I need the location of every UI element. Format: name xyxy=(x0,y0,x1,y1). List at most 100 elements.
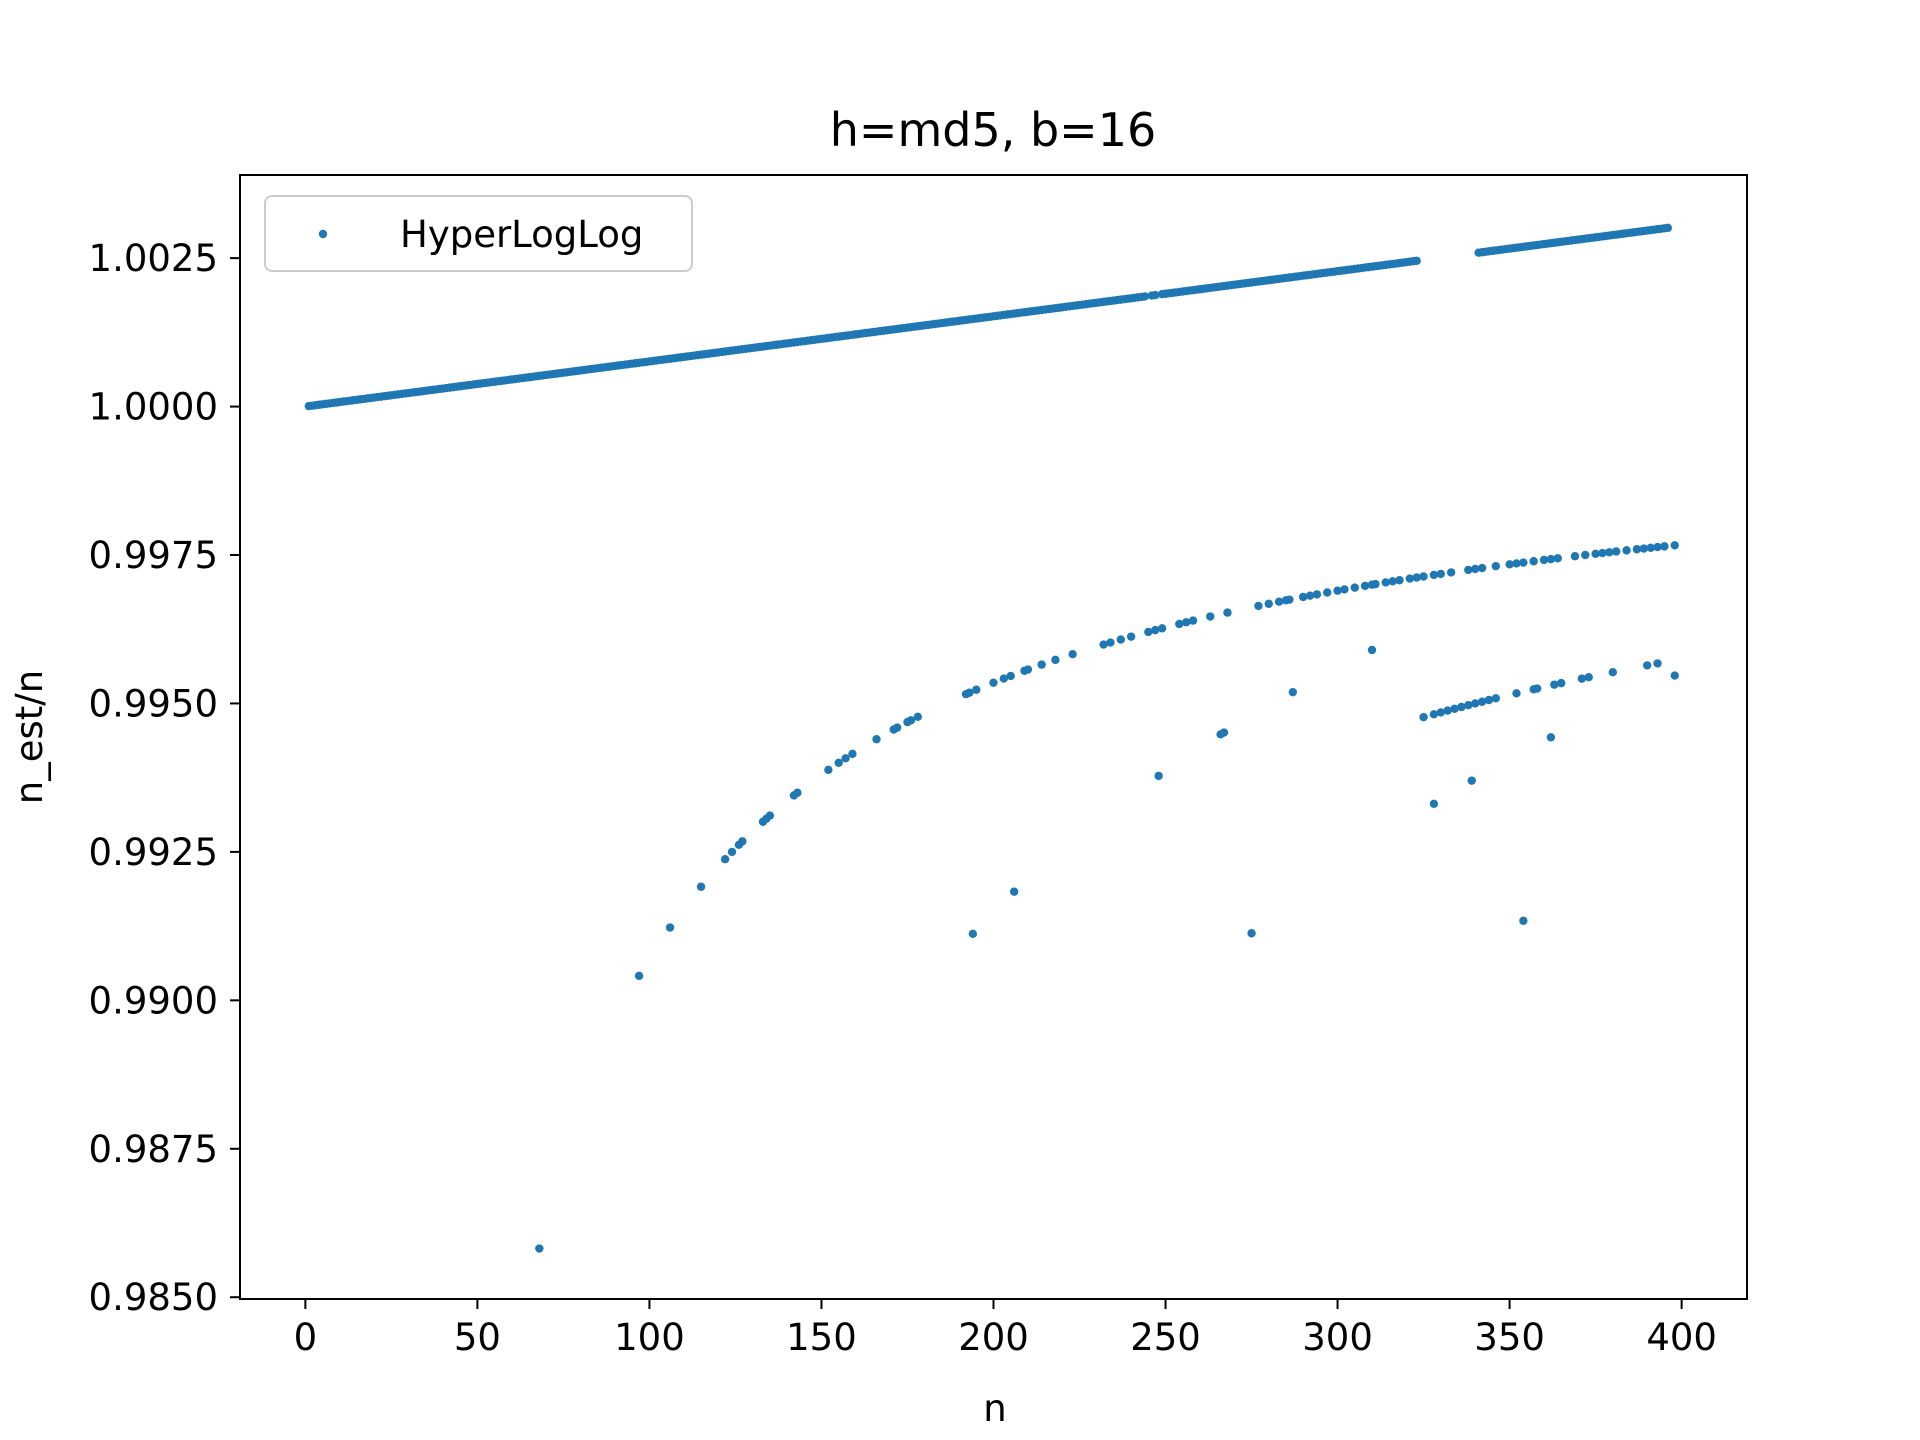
data-point xyxy=(1023,665,1033,674)
data-point xyxy=(1519,558,1528,567)
y-tick-label: 1.0025 xyxy=(89,237,218,280)
data-point xyxy=(738,837,747,846)
data-point xyxy=(1323,588,1332,597)
data-point xyxy=(535,1244,544,1253)
data-point xyxy=(1450,704,1459,713)
x-tick-label: 350 xyxy=(1474,1316,1545,1359)
data-point xyxy=(1333,586,1342,595)
data-point xyxy=(999,674,1009,683)
data-point xyxy=(793,788,802,797)
data-point xyxy=(972,685,981,694)
data-point xyxy=(1388,577,1397,586)
data-point xyxy=(1553,554,1562,563)
data-point xyxy=(1151,290,1160,300)
x-tick-label: 200 xyxy=(958,1316,1029,1359)
data-point xyxy=(1219,728,1229,737)
data-point xyxy=(1395,576,1404,585)
data-point xyxy=(1546,554,1556,564)
x-tick-label: 150 xyxy=(786,1316,857,1359)
data-point xyxy=(1429,710,1439,719)
data-point xyxy=(1591,549,1600,559)
data-point xyxy=(727,847,737,857)
y-tick-label: 0.9950 xyxy=(89,682,218,725)
data-point xyxy=(1639,544,1648,553)
data-point xyxy=(1429,570,1439,580)
data-point xyxy=(634,971,644,981)
legend: HyperLogLog xyxy=(264,195,693,272)
data-point xyxy=(1557,678,1566,688)
data-point xyxy=(1436,569,1445,579)
data-point xyxy=(1181,618,1191,627)
data-point xyxy=(1381,578,1390,587)
data-point xyxy=(968,929,978,939)
data-point xyxy=(906,716,916,725)
data-point xyxy=(1188,616,1198,625)
data-point xyxy=(1157,624,1167,633)
data-point xyxy=(848,749,857,759)
data-point xyxy=(1670,541,1679,550)
data-point xyxy=(720,854,730,864)
data-point xyxy=(1312,590,1322,599)
data-point xyxy=(834,758,843,768)
data-point xyxy=(1305,591,1315,600)
y-axis-ticks: 0.9850 0.9875 0.9900 0.9925 0.9950 0.9975 1.00… xyxy=(89,237,240,1319)
data-point xyxy=(1605,548,1614,557)
data-point xyxy=(1663,223,1673,233)
data-point xyxy=(1608,668,1618,677)
data-point xyxy=(1106,638,1115,647)
data-point xyxy=(1350,583,1359,592)
x-tick-label: 300 xyxy=(1302,1316,1373,1359)
y-tick-label: 0.9875 xyxy=(89,1128,218,1171)
legend-marker xyxy=(318,229,328,239)
data-point xyxy=(1532,684,1542,693)
data-point xyxy=(1429,799,1439,808)
data-point xyxy=(1140,292,1150,301)
data-point xyxy=(1653,659,1662,668)
data-point xyxy=(1154,771,1163,781)
x-tick-label: 50 xyxy=(454,1316,501,1359)
data-point xyxy=(1006,671,1015,681)
legend-box xyxy=(264,195,693,272)
chart-title: h=md5, b=16 xyxy=(830,103,1157,157)
data-point xyxy=(1068,649,1077,659)
data-point xyxy=(1367,645,1377,655)
y-tick-label: 0.9900 xyxy=(89,979,218,1022)
data-point xyxy=(696,882,706,891)
data-point xyxy=(1419,572,1428,581)
legend-label-hyperloglog: HyperLogLog xyxy=(400,213,643,256)
data-point xyxy=(1285,595,1294,604)
x-tick-label: 100 xyxy=(614,1316,685,1359)
data-point xyxy=(1491,694,1501,703)
data-point xyxy=(1116,635,1126,644)
x-tick-label: 400 xyxy=(1646,1316,1717,1359)
data-point xyxy=(1632,545,1642,554)
data-point xyxy=(1412,256,1421,266)
data-point xyxy=(1570,552,1580,561)
data-point xyxy=(1512,559,1521,568)
data-point xyxy=(1643,661,1652,670)
x-tick-label: 250 xyxy=(1130,1316,1201,1359)
data-point xyxy=(665,923,675,932)
y-axis-label: n_est/n xyxy=(8,670,51,804)
data-point xyxy=(1670,671,1679,680)
data-point xyxy=(1254,601,1263,611)
data-point xyxy=(1464,565,1473,575)
data-point xyxy=(1477,697,1487,706)
data-point xyxy=(1037,660,1046,669)
data-point xyxy=(1340,585,1349,594)
data-point xyxy=(1405,574,1415,583)
data-point xyxy=(1360,581,1370,591)
data-point xyxy=(1622,546,1631,555)
x-axis-label: n xyxy=(983,1387,1006,1430)
data-point xyxy=(989,678,998,687)
data-point xyxy=(1151,625,1160,635)
data-point xyxy=(1464,701,1473,710)
data-point xyxy=(841,754,850,763)
data-point xyxy=(1223,608,1232,617)
data-point xyxy=(1051,655,1060,665)
data-point xyxy=(1247,929,1256,938)
data-point xyxy=(1099,640,1108,649)
data-point xyxy=(1660,542,1669,551)
data-point xyxy=(1371,579,1380,589)
